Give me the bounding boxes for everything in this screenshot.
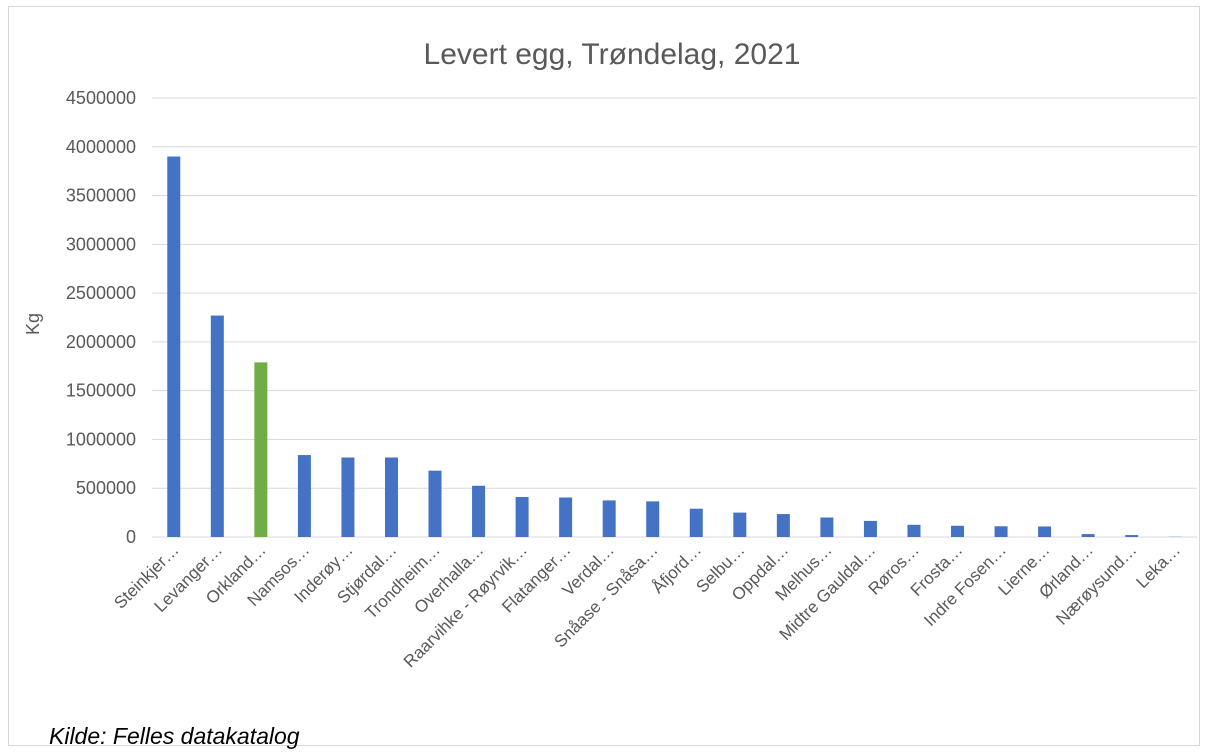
bar — [646, 501, 660, 537]
y-tick-label: 0 — [126, 527, 136, 547]
bar — [1038, 526, 1052, 537]
bar — [384, 457, 398, 537]
y-tick-label: 2500000 — [66, 283, 136, 303]
bar — [167, 156, 181, 538]
y-tick-label: 2000000 — [66, 332, 136, 352]
bar — [689, 508, 703, 537]
bar — [254, 362, 268, 537]
y-tick-labels: 0 500000 1000000 1500000 2000000 2500000 30000… — [66, 88, 136, 547]
y-tick-label: 1500000 — [66, 381, 136, 401]
bar — [602, 500, 616, 537]
bar — [515, 497, 529, 537]
gridlines — [152, 97, 1197, 538]
y-tick-label: 3000000 — [66, 234, 136, 254]
chart-frame: Levert egg, Trøndelag, 2021 Kg 0 500000 10… — [8, 6, 1200, 749]
y-tick-label: 1000000 — [66, 429, 136, 449]
bar — [210, 315, 224, 537]
y-tick-label: 4500000 — [66, 88, 136, 108]
bar — [951, 525, 965, 537]
bar — [428, 470, 442, 537]
bars — [167, 156, 1182, 538]
bar — [820, 517, 834, 537]
bar — [776, 514, 790, 537]
chart-title: Levert egg, Trøndelag, 2021 — [424, 38, 801, 71]
bar — [907, 524, 921, 537]
y-tick-label: 3500000 — [66, 186, 136, 206]
bar — [863, 520, 877, 537]
y-tick-label: 4000000 — [66, 137, 136, 157]
bar — [559, 497, 573, 537]
x-tick-label: Åfjord… — [648, 540, 705, 597]
bar — [733, 512, 747, 537]
y-axis-label: Kg — [23, 313, 43, 335]
bar — [297, 455, 311, 537]
x-tick-labels: Steinkjer…Levanger…Orkland…Namsos…Inderø… — [110, 540, 1184, 671]
bar — [472, 485, 486, 537]
x-tick-label: Leka… — [1133, 540, 1185, 592]
bar — [1081, 534, 1095, 537]
source-note: Kilde: Felles datakatalog — [49, 723, 300, 749]
bar — [1125, 535, 1139, 537]
y-tick-label: 500000 — [76, 478, 136, 498]
bar-chart: Levert egg, Trøndelag, 2021 Kg 0 500000 10… — [23, 38, 1197, 671]
bar — [341, 457, 355, 537]
bar — [994, 526, 1008, 537]
